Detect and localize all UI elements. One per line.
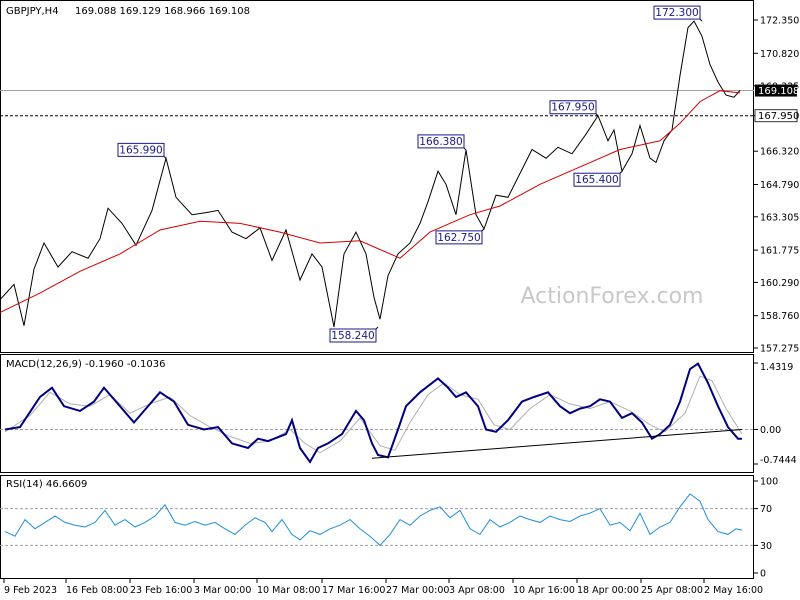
price-tick-label: 172.350 [760,16,799,27]
ohlc-readout: 169.088 169.129 168.966 169.108 [75,6,250,17]
time-tick-label: 3 Apr 08:00 [449,585,505,596]
price-tick-label: 170.820 [760,49,799,60]
annotation-label: 165.400 [575,174,618,186]
macd-line [4,362,742,464]
price-tick-label: 161.775 [760,246,799,257]
time-tick-label: 18 Apr 00:00 [577,585,639,596]
rsi-tick-label: 100 [760,477,778,488]
time-tick-label: 27 Mar 00:00 [386,585,449,596]
macd-axis: 1.4319 0.00 -0.7444 [754,362,797,466]
price-tick-label: 157.275 [760,344,799,355]
price-annotations: 165.990 158.240 166.380 162.750 167.950 165.4… [117,5,703,343]
price-panel-border [0,0,754,353]
moving-average-line [0,90,741,314]
macd-panel-border [0,354,754,473]
macd-trend-line [371,428,743,459]
annotation-label: 172.300 [655,7,698,19]
rsi-tick-label: 30 [760,541,772,552]
price-series [0,20,741,328]
time-tick-label: 3 Mar 00:00 [194,585,251,596]
price-axis: 172.350170.820169.325167.950166.320164.7… [754,16,799,355]
annotation-box [417,134,465,149]
macd-tick-label: 0.00 [760,425,781,436]
current-price-value: 169.108 [758,86,799,97]
time-tick-label: 10 Mar 08:00 [257,585,320,596]
price-tick-label: 164.790 [760,180,799,191]
time-tick-label: 2 May 16:00 [704,585,763,596]
price-tick-label: 166.320 [760,147,799,158]
rsi-tick-label: 70 [760,504,772,515]
macd-title: MACD(12,26,9) -0.1960 -0.1036 [6,359,166,370]
rsi-line [4,493,743,547]
time-tick-label: 16 Feb 08:00 [66,585,128,596]
annotation-box [573,172,621,187]
price-tick-label: 160.290 [760,278,799,289]
annotation-box [435,230,483,245]
current-price-badge [755,84,797,97]
time-tick-label: 23 Feb 16:00 [130,585,192,596]
support-badge [754,109,798,123]
annotation-box [329,328,377,343]
annotation-box [653,5,701,20]
annotation-label: 158.240 [331,330,374,342]
annotation-box [117,142,165,157]
rsi-axis: 100 70 30 0 [754,477,778,580]
time-tick-label: 25 Apr 08:00 [641,585,703,596]
watermark: ActionForex.com [521,284,704,309]
price-tick-label: 163.305 [760,212,799,223]
macd-tick-label: -0.7444 [760,455,797,466]
time-tick-label: 10 Apr 16:00 [513,585,575,596]
rsi-title: RSI(14) 46.6609 [6,479,87,490]
support-value: 167.950 [758,111,799,122]
time-tick-label: 9 Feb 2023 [4,585,57,596]
annotation-label: 167.950 [551,102,594,114]
time-axis: 9 Feb 2023 16 Feb 08:00 23 Feb 16:00 3 Mar … [3,579,763,596]
time-tick-label: 17 Mar 16:00 [322,585,385,596]
price-tick-label: 158.760 [760,311,799,322]
price-title: GBPJPY,H4 [6,6,59,17]
macd-signal-line [4,375,743,454]
rsi-panel-border [0,475,754,579]
annotation-box [549,100,597,115]
annotation-label: 165.990 [119,144,162,156]
annotation-label: 166.380 [419,136,462,148]
rsi-tick-label: 0 [760,569,766,580]
macd-tick-label: 1.4319 [760,362,793,373]
annotation-label: 162.750 [437,232,480,244]
